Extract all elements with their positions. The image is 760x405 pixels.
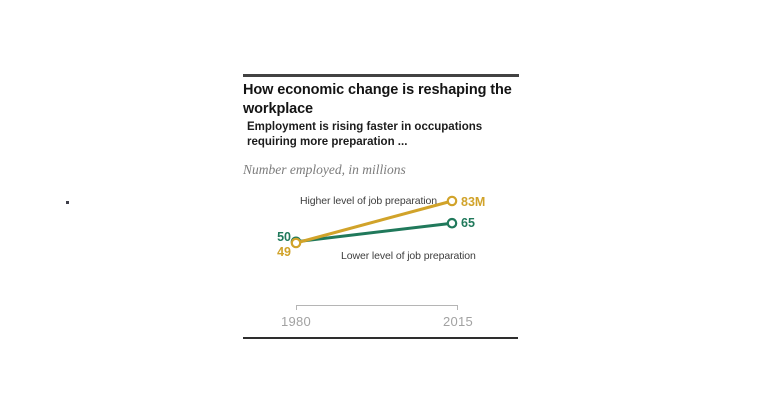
end-value-lower: 65 [461, 216, 475, 230]
x-tick-2015: 2015 [442, 314, 474, 329]
chart-subtitle-line-1: Employment is rising faster in occupatio… [247, 121, 483, 133]
x-tick-1980: 1980 [280, 314, 312, 329]
series-label-lower: Lower level of job preparation [341, 250, 476, 262]
series-label-higher: Higher level of job preparation [300, 195, 437, 207]
start-value-higher: 49 [277, 245, 291, 259]
x-axis-bracket [296, 305, 458, 310]
end-value-higher: 83M [461, 195, 486, 209]
units-note: Number employed, in millions [243, 162, 406, 177]
page-title-line-1: How economic change is reshaping the [243, 82, 512, 98]
page-title: How economic change is reshaping the wor… [243, 81, 533, 119]
chart-subtitle-line-2: requiring more preparation ... [247, 136, 408, 148]
header-rule [243, 74, 519, 77]
start-value-lower: 50 [277, 230, 291, 244]
chart-subtitle: Employment is rising faster in occupatio… [247, 120, 527, 150]
page-title-line-2: workplace [243, 101, 314, 117]
stray-dot [66, 201, 69, 204]
footer-rule [243, 337, 518, 339]
